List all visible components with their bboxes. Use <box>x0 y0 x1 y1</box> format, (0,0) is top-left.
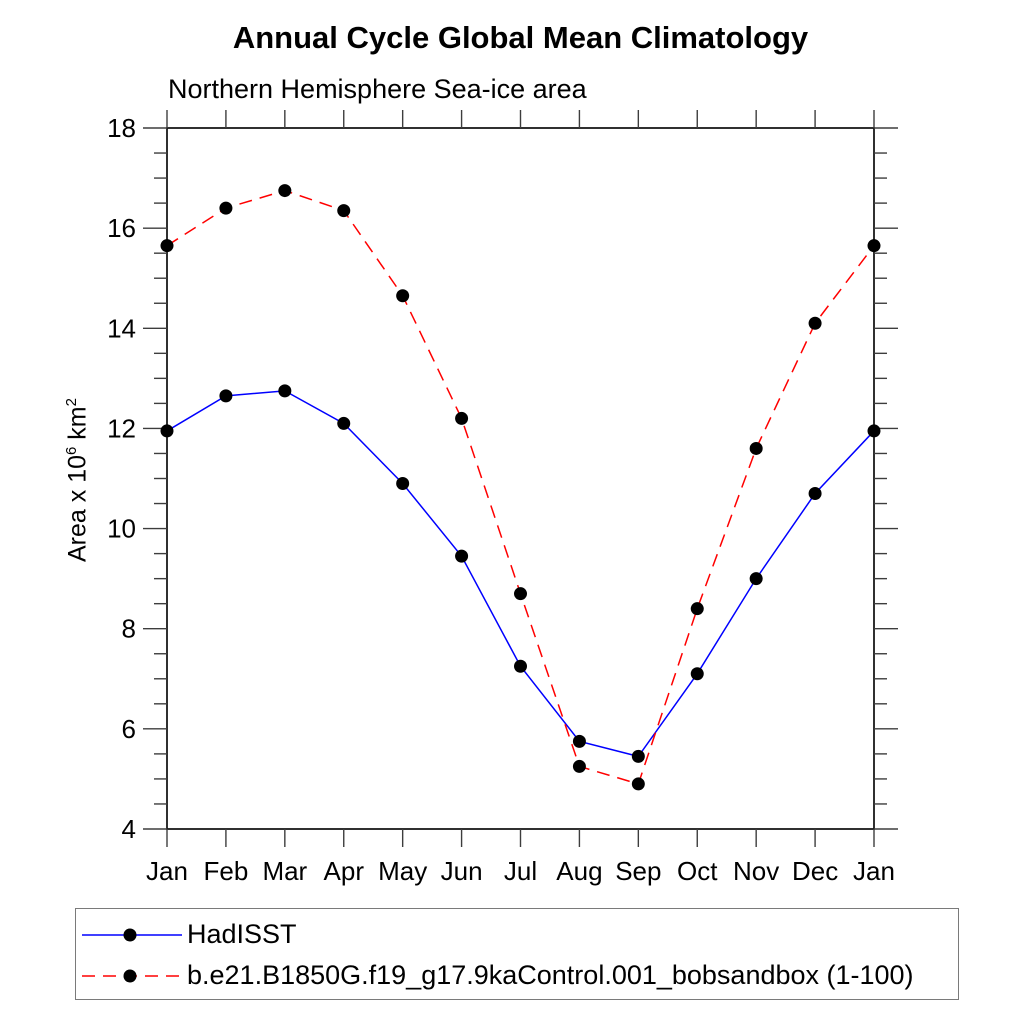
data-marker-hadisst <box>808 487 822 501</box>
legend-label-model: b.e21.B1850G.f19_g17.9kaControl.001_bobs… <box>187 960 914 990</box>
legend-label-hadisst: HadISST <box>187 919 297 949</box>
x-tick-label: Jan <box>853 856 895 886</box>
data-marker-model <box>455 411 469 425</box>
y-tick-label: 14 <box>107 313 136 343</box>
y-tick-label: 12 <box>107 413 136 443</box>
x-tick-label: Jun <box>441 856 483 886</box>
legend: HadISST b.e21.B1850G.f19_g17.9kaControl.… <box>75 908 959 1000</box>
data-marker-hadisst <box>572 734 586 748</box>
data-marker-hadisst <box>219 389 233 403</box>
data-marker-hadisst <box>749 572 763 586</box>
data-marker-model <box>514 587 527 601</box>
data-marker-hadisst <box>455 549 469 563</box>
data-marker-model <box>278 184 292 198</box>
data-marker-model <box>690 602 704 616</box>
data-marker-model <box>631 777 645 791</box>
data-marker-model <box>749 441 763 455</box>
data-marker-hadisst <box>160 424 174 438</box>
data-marker-hadisst <box>396 477 410 491</box>
x-tick-label: Aug <box>556 856 602 886</box>
data-marker-model <box>396 289 410 303</box>
y-tick-label: 16 <box>107 213 136 243</box>
data-marker-model <box>808 316 822 330</box>
x-tick-label: May <box>378 856 427 886</box>
x-tick-label: Jan <box>146 856 188 886</box>
data-marker-hadisst <box>631 749 645 763</box>
legend-row-model: b.e21.B1850G.f19_g17.9kaControl.001_bobs… <box>76 955 958 996</box>
data-marker-model <box>572 759 586 773</box>
x-tick-label: Nov <box>733 856 779 886</box>
data-marker-model <box>219 201 233 215</box>
legend-sample-hadisst <box>82 928 182 941</box>
x-tick-label: Dec <box>792 856 838 886</box>
x-tick-label: Feb <box>204 856 249 886</box>
x-tick-label: Sep <box>615 856 661 886</box>
x-tick-label: Mar <box>262 856 307 886</box>
y-tick-label: 10 <box>107 514 136 544</box>
data-marker-model <box>867 239 881 253</box>
legend-row-hadisst: HadISST <box>76 914 958 955</box>
chart-title: Annual Cycle Global Mean Climatology <box>232 20 809 55</box>
data-marker-hadisst <box>337 416 351 430</box>
y-tick-label: 8 <box>122 614 136 644</box>
data-marker-hadisst <box>514 659 527 673</box>
data-marker-model <box>160 239 174 253</box>
y-tick-label: 18 <box>107 113 136 143</box>
series-line-hadisst <box>166 390 875 758</box>
legend-sample-model <box>82 969 182 982</box>
plot-frame <box>166 127 875 830</box>
chart-subtitle: Northern Hemisphere Sea-ice area <box>168 74 587 104</box>
data-marker-hadisst <box>867 424 881 438</box>
data-marker-hadisst <box>278 384 292 398</box>
x-tick-label: Oct <box>677 856 718 886</box>
y-tick-label: 4 <box>122 814 136 844</box>
y-tick-label: 6 <box>122 714 136 744</box>
data-marker-hadisst <box>690 667 704 681</box>
series-line-model <box>166 189 875 785</box>
x-tick-label: Jul <box>504 856 537 886</box>
legend-marker-dot-icon <box>123 969 137 982</box>
x-tick-label: Apr <box>324 856 365 886</box>
data-marker-model <box>337 204 351 218</box>
legend-marker-dot-icon <box>123 928 137 941</box>
